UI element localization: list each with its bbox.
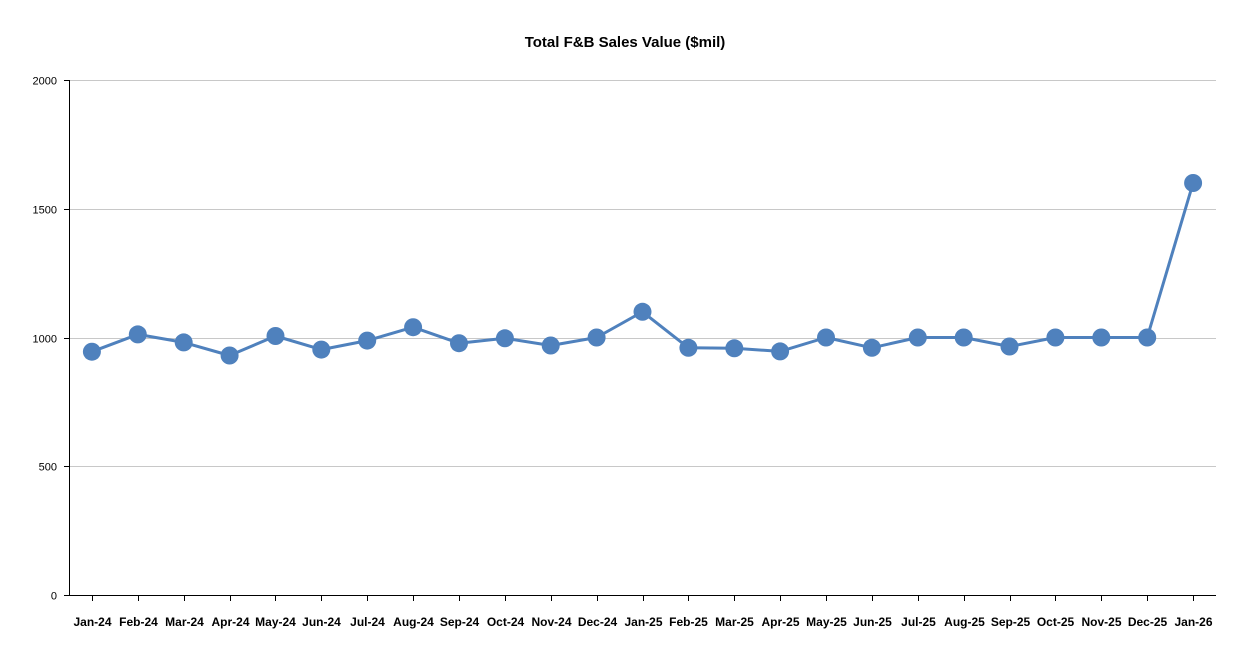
data-point [495, 329, 514, 348]
data-point [725, 339, 744, 358]
y-tick-label: 1500 [33, 205, 57, 217]
data-point [312, 340, 331, 359]
data-point [404, 318, 423, 337]
y-tick-label: 0 [51, 591, 57, 603]
y-tick-label: 1000 [33, 334, 57, 346]
data-point [679, 338, 698, 357]
data-point [633, 302, 652, 321]
y-tick-label: 500 [39, 462, 57, 474]
x-tick-label: Nov-25 [1081, 615, 1121, 629]
x-tick-label: Mar-25 [715, 615, 754, 629]
x-tick-label: Sep-24 [440, 615, 480, 629]
x-tick-label: Nov-24 [531, 615, 571, 629]
data-point [954, 328, 973, 347]
data-point [266, 327, 285, 345]
data-point [541, 336, 560, 355]
data-point [220, 346, 239, 365]
x-tick-label: Dec-25 [1128, 615, 1168, 629]
x-tick-label: Jul-24 [350, 615, 385, 629]
x-tick-label: Jun-25 [853, 615, 892, 629]
data-point [1000, 337, 1019, 356]
data-point [817, 328, 835, 347]
x-tick-label: Jan-25 [624, 615, 662, 629]
x-tick-label: Apr-25 [761, 615, 799, 629]
data-point [82, 342, 101, 361]
series-line [91, 182, 1195, 357]
data-point [128, 325, 147, 344]
data-point [1046, 328, 1065, 347]
data-series [82, 174, 1203, 365]
data-point [1138, 328, 1157, 347]
x-tick-label: Jul-25 [901, 615, 936, 629]
chart-title: Total F&B Sales Value ($mil) [525, 34, 726, 51]
data-point [908, 328, 927, 347]
x-tick-label: Aug-24 [393, 615, 434, 629]
x-tick-label: Oct-24 [487, 615, 525, 629]
data-point [450, 334, 468, 353]
x-tick-label: Feb-24 [119, 615, 158, 629]
x-tick-label: Mar-24 [165, 615, 204, 629]
y-tick-label: 2000 [33, 76, 57, 88]
data-point [1184, 174, 1203, 192]
data-point [862, 338, 881, 357]
x-tick-label: Jan-26 [1174, 615, 1212, 629]
data-point [358, 331, 377, 350]
gridlines [69, 80, 1216, 467]
x-tick-label: May-24 [255, 615, 296, 629]
data-point [1092, 328, 1111, 347]
x-tick-label: Aug-25 [944, 615, 985, 629]
x-tick-labels: Jan-24 Feb-24 Mar-24 Apr-24 May-24 Jun-24 Jul-… [73, 615, 1212, 629]
x-tick-label: May-25 [806, 615, 847, 629]
data-point [174, 333, 193, 352]
x-tick-label: Sep-25 [991, 615, 1031, 629]
y-tick-labels: 0 500 1000 1500 2000 [33, 76, 57, 603]
x-tick-label: Feb-25 [669, 615, 708, 629]
data-point [587, 328, 606, 347]
axes [64, 80, 1216, 601]
x-tick-label: Dec-24 [578, 615, 618, 629]
x-tick-label: Oct-25 [1037, 615, 1075, 629]
x-tick-label: Apr-24 [211, 615, 249, 629]
data-point [771, 342, 790, 361]
x-tick-label: Jun-24 [302, 615, 341, 629]
x-tick-label: Jan-24 [73, 615, 111, 629]
